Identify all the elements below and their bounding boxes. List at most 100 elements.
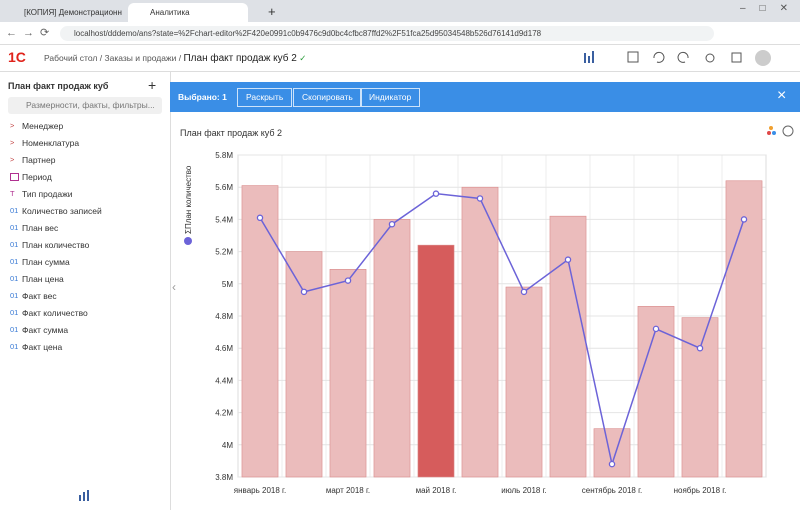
add-button[interactable]: + bbox=[148, 77, 157, 93]
y-tick-label: 4.2M bbox=[215, 409, 233, 418]
field-item[interactable]: Факт цена bbox=[22, 342, 63, 352]
bar bbox=[329, 269, 367, 478]
field-item[interactable]: План цена bbox=[22, 274, 64, 284]
item-icon: 01 bbox=[10, 223, 19, 232]
item-icon: 01 bbox=[10, 240, 19, 249]
field-item[interactable]: План вес bbox=[22, 223, 59, 233]
logo[interactable]: 1С bbox=[8, 49, 26, 65]
x-tick-label: январь 2018 г. bbox=[234, 486, 286, 495]
button[interactable]: Индикатор bbox=[360, 88, 421, 107]
point bbox=[608, 460, 616, 468]
item-icon: > bbox=[10, 121, 15, 130]
x-tick-label: сентябрь 2018 г. bbox=[582, 486, 642, 495]
chart-icon[interactable] bbox=[78, 490, 92, 502]
x-tick-label: март 2018 г. bbox=[326, 486, 370, 495]
field-item[interactable]: План сумма bbox=[22, 257, 70, 267]
point bbox=[300, 288, 308, 296]
x-tick-label: май 2018 г. bbox=[416, 486, 457, 495]
breadcrumb[interactable]: Заказы и продажи bbox=[104, 53, 177, 63]
item-icon: 01 bbox=[10, 206, 19, 215]
point bbox=[740, 216, 748, 223]
y-tick-label: 5.8M bbox=[215, 151, 233, 160]
y-tick-label: 5M bbox=[222, 280, 233, 289]
field-item[interactable]: Факт сумма bbox=[22, 325, 69, 335]
field-item[interactable]: Номенклатура bbox=[22, 138, 80, 148]
selection-toolbar bbox=[170, 82, 800, 112]
separator: / bbox=[99, 53, 103, 63]
point bbox=[256, 214, 264, 222]
saved-check: ✓ bbox=[299, 53, 307, 63]
collapse-arrow[interactable]: ‹ bbox=[172, 280, 176, 294]
point bbox=[344, 277, 352, 284]
tab[interactable]: [КОПИЯ] Демонстрационная б bbox=[24, 8, 122, 17]
sidebar bbox=[0, 72, 171, 510]
y-tick-label: 5.6M bbox=[215, 183, 233, 192]
bar bbox=[461, 186, 499, 478]
legend-label: ΣПлан количество bbox=[184, 165, 193, 234]
item-icon bbox=[10, 173, 19, 181]
button[interactable]: Скопировать bbox=[293, 88, 362, 107]
y-tick-label: 5.2M bbox=[215, 248, 233, 257]
y-tick-label: 4.8M bbox=[215, 312, 233, 321]
field-item[interactable]: Факт вес bbox=[22, 291, 57, 301]
item-icon: 01 bbox=[10, 257, 19, 266]
separator: / bbox=[178, 53, 182, 63]
close-button[interactable]: × bbox=[777, 87, 787, 104]
sidebar-title: План факт продаж куб bbox=[8, 81, 109, 91]
breadcrumb-current: План факт продаж куб 2 bbox=[183, 53, 297, 64]
bar bbox=[505, 286, 543, 478]
item-icon: 01 bbox=[10, 342, 19, 351]
bar bbox=[593, 428, 631, 478]
legend-marker bbox=[184, 237, 192, 245]
field-item[interactable]: Менеджер bbox=[22, 121, 64, 131]
line bbox=[259, 192, 745, 467]
chart-title: План факт продаж куб 2 bbox=[180, 128, 282, 138]
y-tick-label: 4.6M bbox=[215, 344, 233, 353]
field-item[interactable]: Партнер bbox=[22, 155, 56, 165]
item-icon: 01 bbox=[10, 291, 19, 300]
point bbox=[564, 256, 572, 263]
field-item[interactable]: Период bbox=[22, 172, 52, 182]
x-tick-label: ноябрь 2018 г. bbox=[674, 486, 727, 495]
new-tab[interactable]: + bbox=[268, 4, 276, 19]
tab-active[interactable]: Аналитика bbox=[128, 3, 248, 22]
app-header bbox=[0, 45, 800, 72]
y-tick-label: 5.4M bbox=[215, 215, 233, 224]
bar bbox=[417, 244, 455, 478]
selected-count: Выбрано: 1 bbox=[178, 92, 227, 102]
button[interactable]: Раскрыть bbox=[237, 88, 293, 107]
y-tick-label: 3.8M bbox=[215, 473, 233, 482]
point bbox=[520, 288, 528, 296]
bar bbox=[285, 251, 323, 478]
search[interactable]: Размерности, факты, фильтры... bbox=[8, 97, 162, 114]
item-icon: 01 bbox=[10, 325, 19, 334]
field-item[interactable]: Тип продажи bbox=[22, 189, 73, 199]
bar bbox=[549, 215, 587, 478]
breadcrumb[interactable]: Рабочий стол bbox=[44, 53, 98, 63]
field-item[interactable]: Факт количество bbox=[22, 308, 88, 318]
x-tick-label: июль 2018 г. bbox=[501, 486, 547, 495]
y-tick-label: 4.4M bbox=[215, 376, 233, 385]
bar bbox=[681, 317, 719, 478]
item-icon: 01 bbox=[10, 308, 19, 317]
y-tick-label: 4M bbox=[222, 441, 233, 450]
item-icon: > bbox=[10, 155, 15, 164]
url[interactable]: localhost/dddemo/ans?state=%2Fchart-edit… bbox=[60, 26, 714, 41]
item-icon: T bbox=[10, 189, 15, 198]
field-item[interactable]: Количество записей bbox=[22, 206, 102, 216]
field-item[interactable]: План количество bbox=[22, 240, 90, 250]
item-icon: > bbox=[10, 138, 15, 147]
point bbox=[652, 325, 660, 333]
item-icon: 01 bbox=[10, 274, 19, 283]
nav-buttons[interactable]: ←→⟳ bbox=[6, 27, 56, 39]
window-controls[interactable]: –□✕ bbox=[740, 3, 800, 14]
point bbox=[696, 344, 704, 352]
breadcrumbs: Рабочий стол / Заказы и продажи / План ф… bbox=[44, 53, 306, 64]
bar bbox=[241, 185, 279, 478]
header-icons[interactable] bbox=[580, 48, 780, 68]
bar bbox=[725, 180, 763, 478]
point bbox=[432, 190, 440, 197]
point bbox=[388, 220, 396, 228]
